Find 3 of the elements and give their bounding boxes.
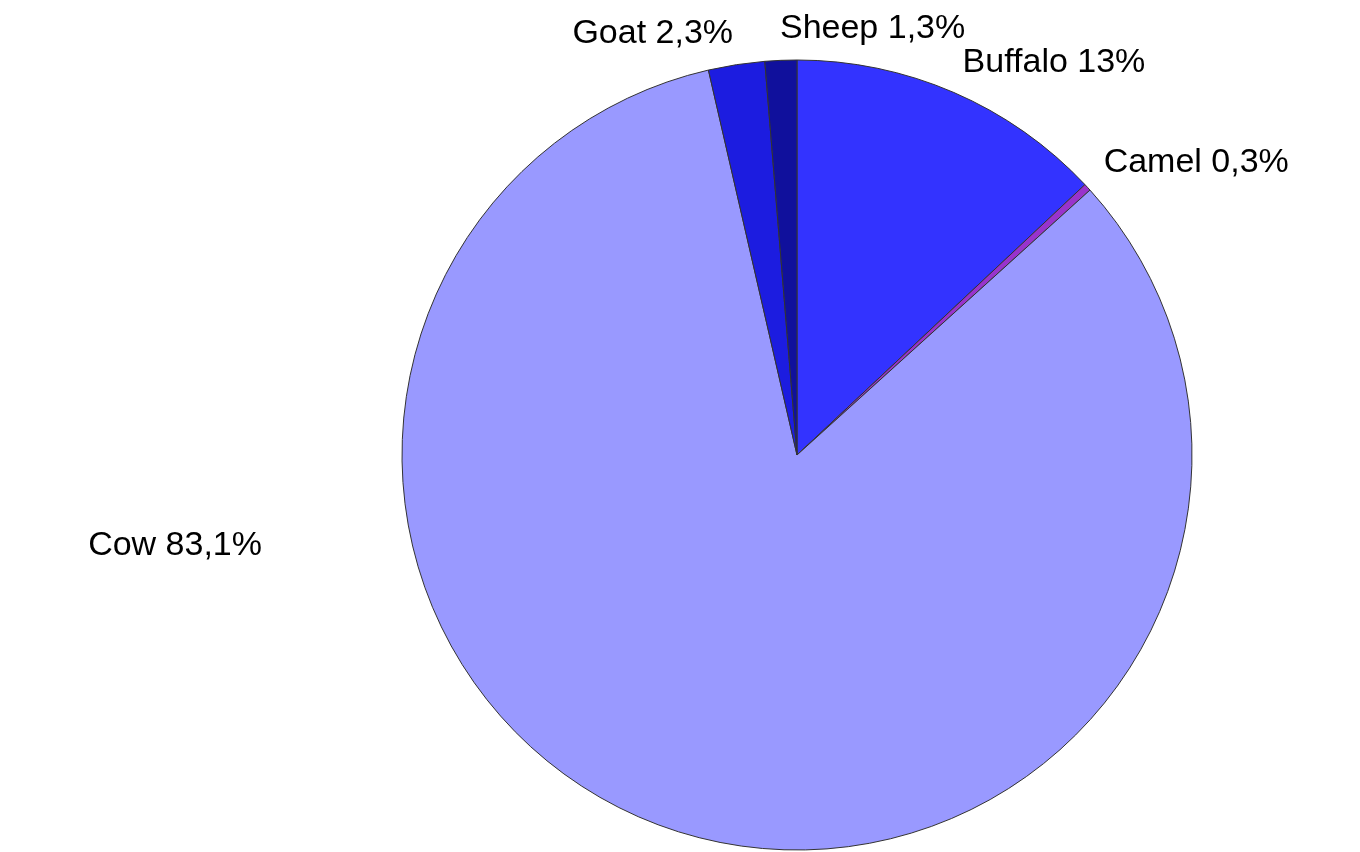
slice-label: Cow 83,1%: [88, 524, 262, 562]
slice-label: Camel 0,3%: [1103, 141, 1289, 180]
slice-label: Goat 2,3%: [572, 11, 734, 50]
